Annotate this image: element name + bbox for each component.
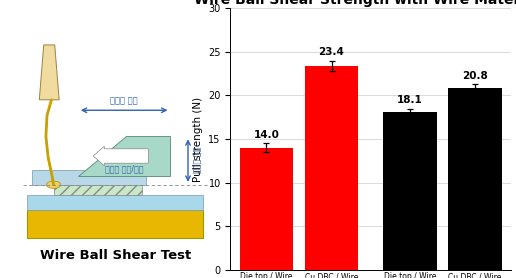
Bar [27,210,203,238]
FancyArrow shape [93,146,149,166]
Polygon shape [78,136,170,176]
Bar [305,66,358,270]
Text: 14.0: 14.0 [253,130,279,140]
Bar [448,88,502,270]
Title: Wire Ball Shear Strength with Wire Materials: Wire Ball Shear Strength with Wire Mater… [194,0,516,7]
Y-axis label: Pull strength (N): Pull strength (N) [192,96,203,182]
Text: 20.8: 20.8 [462,71,488,81]
Text: 테스트 마중/속도: 테스트 마중/속도 [105,165,143,173]
Text: 23.4: 23.4 [318,47,345,57]
Ellipse shape [46,181,61,188]
Bar [383,112,437,270]
Text: 18.1: 18.1 [397,95,423,105]
Bar [31,170,146,185]
Polygon shape [39,45,59,100]
Bar [239,148,293,270]
Bar [27,195,203,210]
Bar [54,185,142,195]
Text: 테스트 높이: 테스트 높이 [194,147,202,173]
Text: 테스트 거리: 테스트 거리 [110,96,138,105]
Text: Wire Ball Shear Test: Wire Ball Shear Test [40,249,191,262]
